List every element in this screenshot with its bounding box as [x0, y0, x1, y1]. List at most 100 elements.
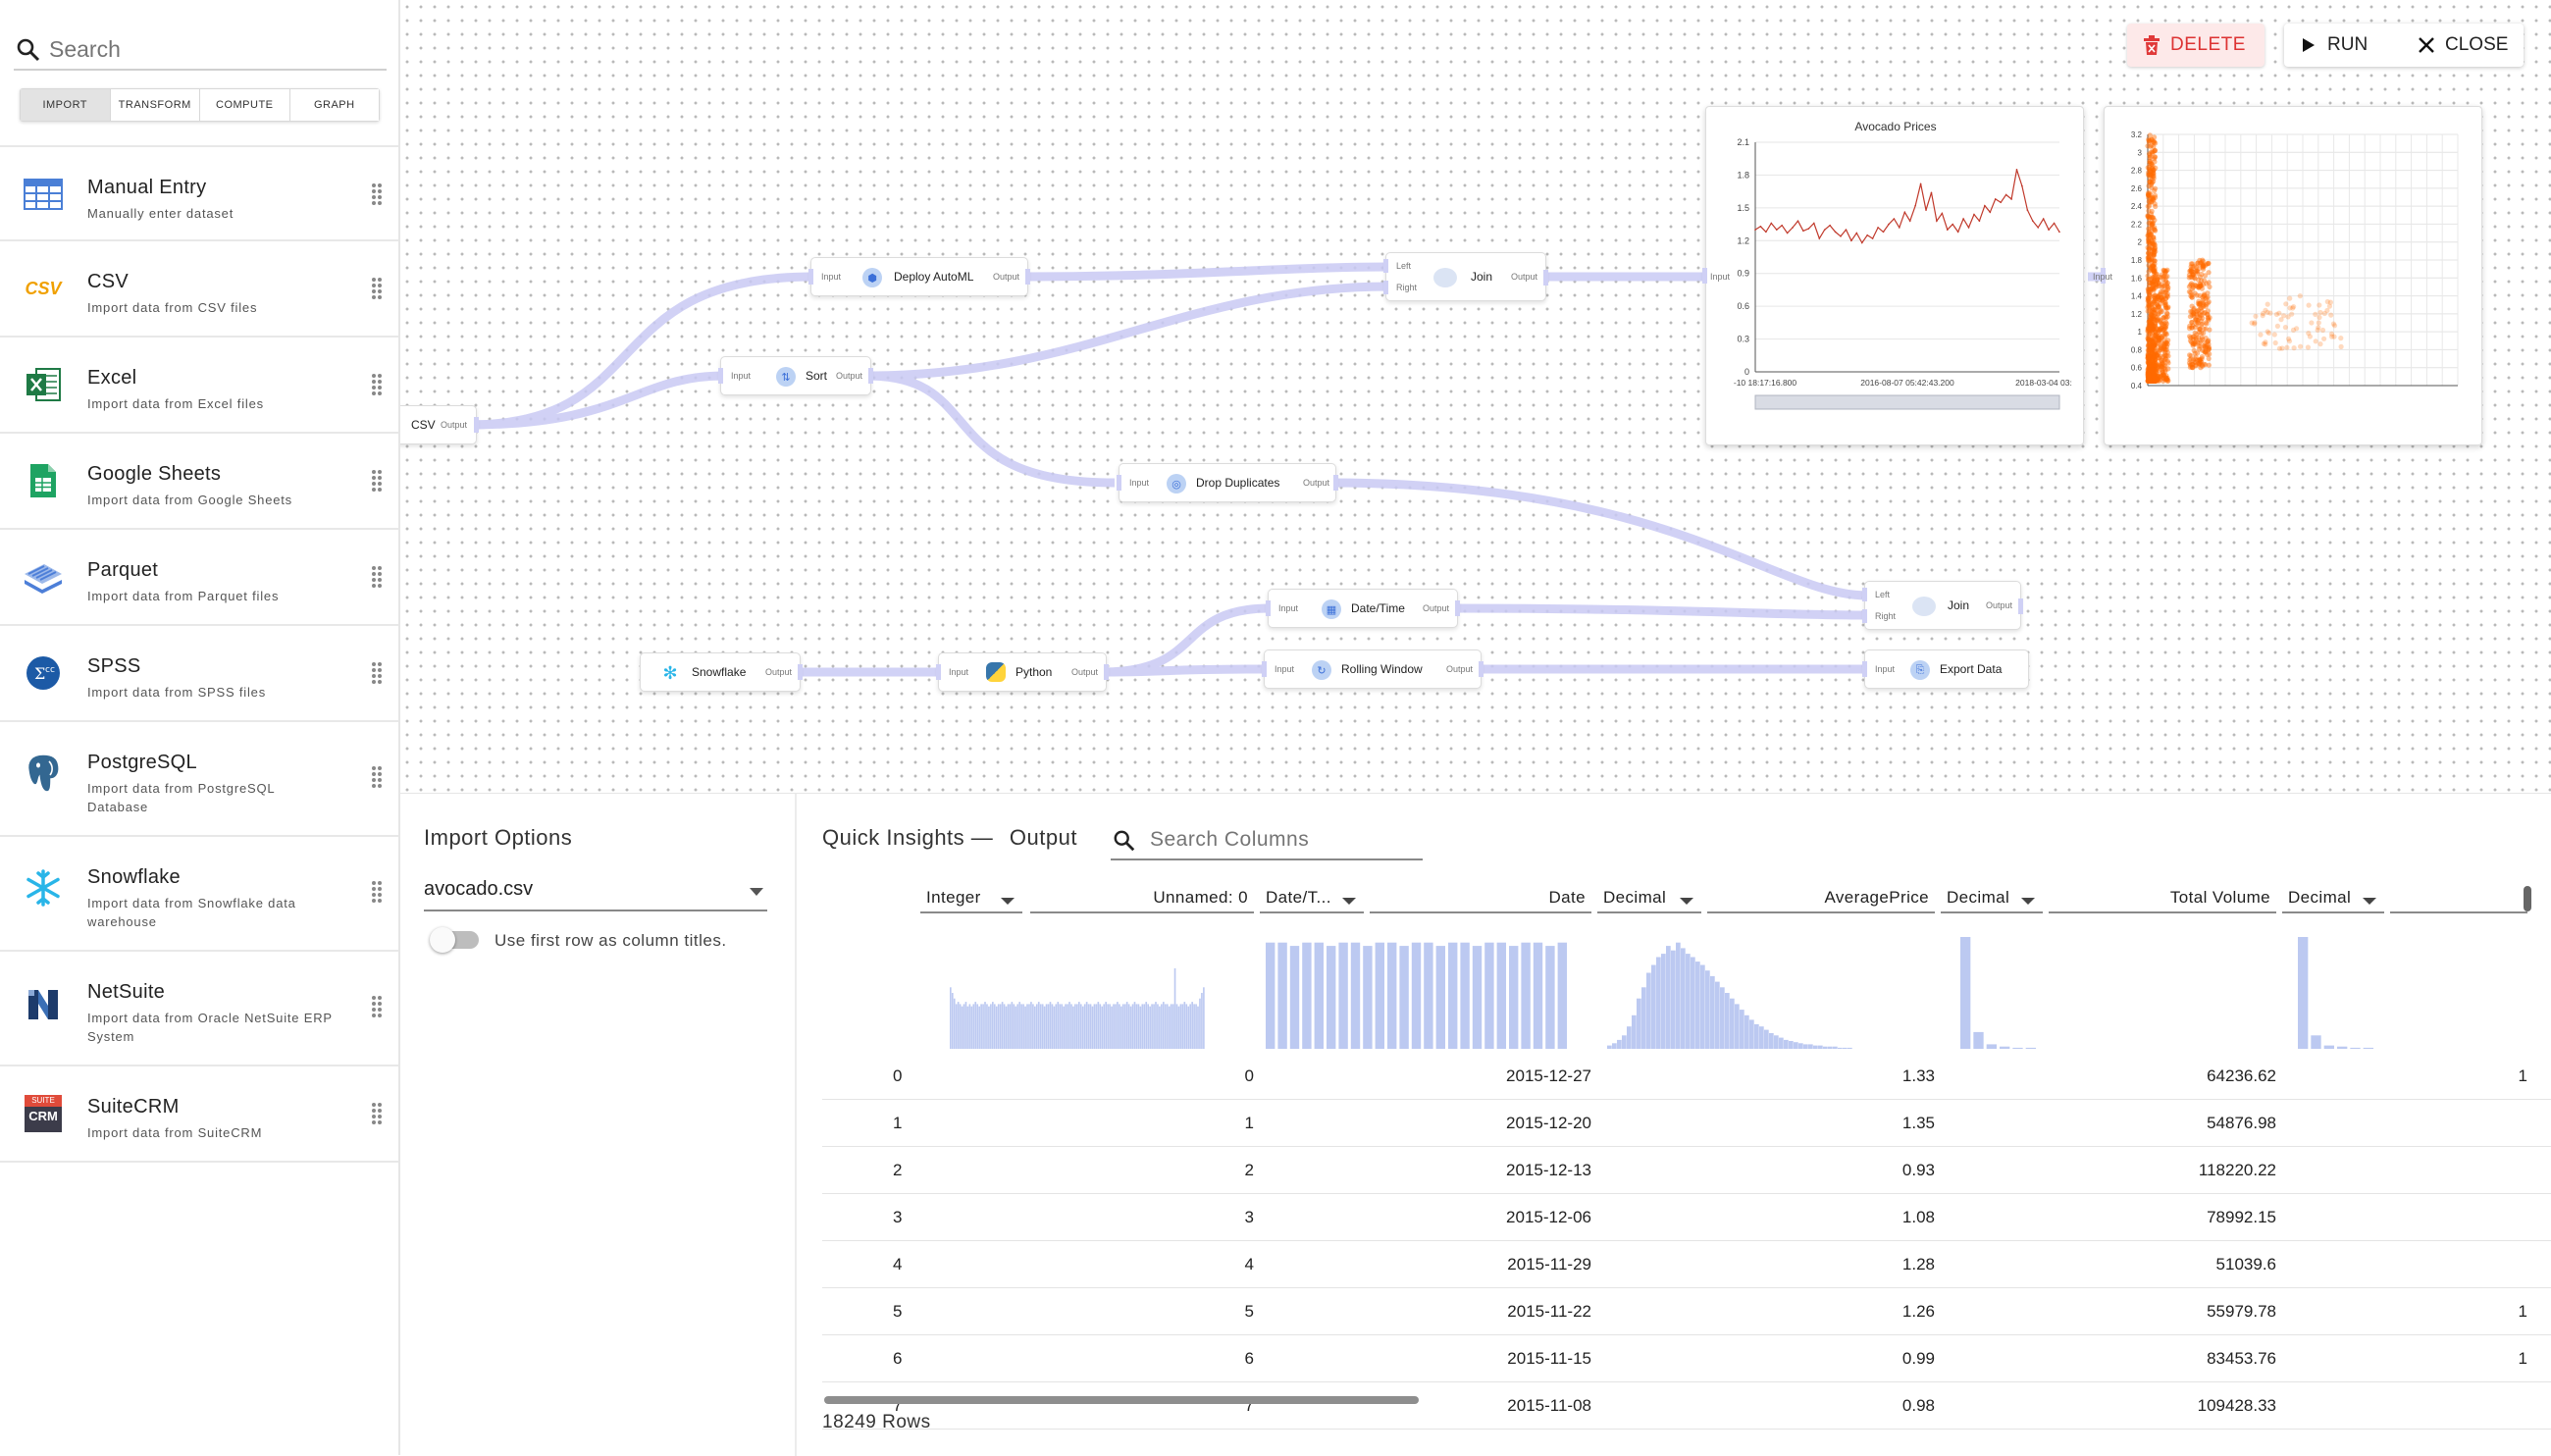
histogram-bar [1191, 1002, 1193, 1049]
input-pin[interactable] [1266, 600, 1271, 616]
data-point [2197, 311, 2203, 317]
data-point [2189, 292, 2195, 298]
run-button[interactable]: RUN [2302, 24, 2368, 67]
drag-handle-icon[interactable] [371, 565, 383, 589]
drag-handle-icon[interactable] [371, 661, 383, 685]
output-pin[interactable] [1025, 269, 1030, 285]
output-pin[interactable] [1543, 270, 1548, 286]
scatter-chart-panel[interactable]: Input 3.2 3 2.8 2.6 2.4 2.2 2 1.8 1.6 1.4 1.2 1 0.8 0… [2093, 106, 2482, 445]
input-pin[interactable] [2101, 268, 2106, 284]
drag-handle-icon[interactable] [371, 182, 383, 206]
right-pin[interactable] [1383, 281, 1388, 294]
source-item-snowflake[interactable]: Snowflake Import data from Snowflake dat… [0, 837, 398, 952]
node-sort[interactable]: Input ⇅ Sort Output [718, 356, 873, 395]
column-type-select[interactable]: Integer [920, 884, 1022, 913]
drag-handle-icon[interactable] [371, 373, 383, 396]
vertical-scrollbar[interactable] [2524, 886, 2531, 911]
table-row[interactable]: 7 7 2015-11-08 0.98 109428.33 [822, 1382, 2551, 1430]
node-snowflake[interactable]: ✻ Snowflake Output [640, 652, 803, 692]
input-pin[interactable] [1862, 661, 1867, 677]
column-header[interactable]: AveragePrice [1707, 884, 1935, 913]
node-rolling-window[interactable]: Input ↻ Rolling Window Output [1262, 650, 1484, 689]
data-point [1834, 231, 1837, 234]
data-point [2201, 330, 2207, 337]
table-row[interactable]: 6 6 2015-11-15 0.99 83453.76 1 [822, 1335, 2551, 1382]
first-row-toggle[interactable] [430, 927, 479, 953]
tab-compute[interactable]: COMPUTE [200, 89, 290, 121]
input-pin[interactable] [1262, 661, 1267, 677]
input-pin[interactable] [1702, 268, 1707, 284]
tab-graph[interactable]: GRAPH [289, 89, 379, 121]
column-header[interactable]: Date [1370, 884, 1591, 913]
output-pin[interactable] [2018, 598, 2023, 614]
delete-button[interactable]: DELETE [2127, 24, 2265, 67]
left-pin[interactable] [1862, 588, 1867, 601]
column-type-select[interactable]: Decimal [2282, 884, 2384, 913]
column-header[interactable]: Total Volume [2049, 884, 2276, 913]
column-type-select[interactable]: Date/T... [1260, 884, 1364, 913]
column-search-input[interactable] [1150, 823, 1415, 857]
search-input[interactable] [49, 33, 373, 65]
table-row[interactable]: 3 3 2015-12-06 1.08 78992.15 [822, 1194, 2551, 1241]
close-button[interactable]: CLOSE [2418, 24, 2508, 67]
table-row[interactable]: 2 2 2015-12-13 0.93 118220.22 [822, 1147, 2551, 1194]
data-point [2149, 259, 2155, 265]
table-row[interactable]: 4 4 2015-11-29 1.28 51039.6 [822, 1241, 2551, 1288]
output-pin[interactable] [1333, 475, 1338, 491]
drag-handle-icon[interactable] [371, 469, 383, 493]
column-type-select[interactable]: Decimal [1597, 884, 1701, 913]
column-header[interactable]: Unnamed: 0 [1030, 884, 1254, 913]
source-item-netsuite[interactable]: NetSuite Import data from Oracle NetSuit… [0, 952, 398, 1066]
input-pin[interactable] [936, 664, 941, 680]
node-deploy-automl[interactable]: Input ⬢ Deploy AutoML Output [808, 257, 1030, 296]
source-item-google-sheets[interactable]: Google Sheets Import data from Google Sh… [0, 434, 398, 530]
right-pin[interactable] [1862, 609, 1867, 623]
column-header[interactable] [2390, 884, 2527, 913]
column-type-select[interactable]: Decimal [1941, 884, 2043, 913]
node-python[interactable]: Input Python Output [936, 652, 1109, 692]
table-row[interactable]: 5 5 2015-11-22 1.26 55979.78 1 [822, 1288, 2551, 1335]
output-pin[interactable] [1479, 661, 1484, 677]
horizontal-scrollbar[interactable] [824, 1396, 1419, 1404]
drag-handle-icon[interactable] [371, 995, 383, 1018]
tab-import[interactable]: IMPORT [21, 89, 111, 121]
histogram-bar [1049, 1002, 1052, 1049]
data-point [2145, 352, 2151, 358]
left-pin[interactable] [1383, 259, 1388, 273]
node-date-time[interactable]: Input ▦ Date/Time Output [1266, 589, 1460, 628]
workflow-canvas[interactable]: DELETE RUN CLOSE CSV Output Input ⬢ Depl… [400, 0, 2551, 793]
parquet-icon [22, 555, 65, 598]
output-pin[interactable] [474, 417, 479, 433]
data-point [2153, 332, 2159, 338]
node-join-1[interactable]: Left Right Join Output [1383, 252, 1548, 301]
source-item-manual-entry[interactable]: Manual Entry Manually enter dataset [0, 145, 398, 241]
source-item-postgresql[interactable]: PostgreSQL Import data from PostgreSQL D… [0, 722, 398, 837]
node-join-2[interactable]: Left Right Join Output [1862, 581, 2023, 630]
source-item-parquet[interactable]: Parquet Import data from Parquet files [0, 530, 398, 626]
file-select[interactable]: avocado.csv [424, 872, 767, 911]
drag-handle-icon[interactable] [371, 1102, 383, 1125]
output-pin[interactable] [868, 368, 873, 384]
node-csv[interactable]: CSV Output [400, 405, 479, 444]
node-export-data[interactable]: Input ⎘ Export Data [1862, 650, 2029, 689]
drag-handle-icon[interactable] [371, 880, 383, 904]
drag-handle-icon[interactable] [371, 765, 383, 789]
tab-transform[interactable]: TRANSFORM [110, 89, 200, 121]
output-pin[interactable] [1104, 664, 1109, 680]
line-chart-panel[interactable]: Input Avocado Prices 2.1 1.8 1.5 1.2 0.9 0.6 0.… [1702, 106, 2084, 445]
node-drop-duplicates[interactable]: Input ◎ Drop Duplicates Output [1117, 463, 1338, 502]
data-point [2150, 375, 2156, 381]
data-point [2194, 308, 2200, 314]
source-item-excel[interactable]: Excel Import data from Excel files [0, 338, 398, 434]
table-row[interactable]: 1 1 2015-12-20 1.35 54876.98 [822, 1100, 2551, 1147]
table-row[interactable]: 0 0 2015-12-27 1.33 64236.62 1 [822, 1053, 2551, 1100]
source-item-csv[interactable]: CSV CSV Import data from CSV files [0, 241, 398, 338]
input-pin[interactable] [808, 269, 813, 285]
source-item-suitecrm[interactable]: SUITE CRM SuiteCRM Import data from Suit… [0, 1066, 398, 1163]
drag-handle-icon[interactable] [371, 277, 383, 300]
input-pin[interactable] [718, 368, 723, 384]
output-pin[interactable] [1455, 600, 1460, 616]
output-pin[interactable] [798, 664, 803, 680]
input-pin[interactable] [1117, 475, 1121, 491]
